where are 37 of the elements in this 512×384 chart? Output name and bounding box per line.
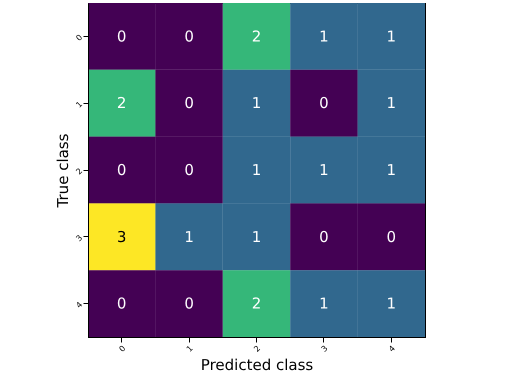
data-label: 1 <box>386 161 396 179</box>
data-label: 0 <box>184 161 194 179</box>
data-label: 1 <box>319 294 329 313</box>
y-tick-label: 2 <box>74 166 84 176</box>
y-axis-title: True class <box>54 133 72 208</box>
data-label: 2 <box>116 94 126 112</box>
data-label: 0 <box>184 27 194 46</box>
data-label: 1 <box>386 294 396 313</box>
data-label: 1 <box>319 161 329 179</box>
data-label: 2 <box>252 294 262 313</box>
x-tick-label: 4 <box>386 344 397 354</box>
data-label: 0 <box>319 94 329 112</box>
x-tick-label: 0 <box>117 344 128 354</box>
y-tick-label: 4 <box>74 300 84 310</box>
data-label: 0 <box>184 94 194 112</box>
data-label: 0 <box>386 228 396 246</box>
data-label: 1 <box>386 27 396 46</box>
x-axis-title: Predicted class <box>200 356 314 374</box>
data-label: 1 <box>252 94 262 112</box>
data-label: 0 <box>116 161 126 179</box>
data-label: 1 <box>184 228 194 246</box>
data-label: 2 <box>252 27 262 46</box>
data-label: 0 <box>116 294 126 313</box>
data-label: 1 <box>252 161 262 179</box>
y-tick-label: 0 <box>74 32 84 43</box>
y-tick-label: 3 <box>74 233 84 244</box>
data-label: 3 <box>116 228 126 246</box>
y-tick-label: 1 <box>74 100 84 110</box>
x-tick-label: 3 <box>320 344 330 354</box>
x-tick-label: 2 <box>252 344 262 354</box>
data-label: 1 <box>319 27 329 46</box>
data-label: 0 <box>184 294 194 313</box>
data-label: 0 <box>116 27 126 46</box>
data-label: 0 <box>319 228 329 246</box>
data-label: 1 <box>252 228 262 246</box>
data-label: 1 <box>386 94 396 112</box>
x-tick-label: 1 <box>184 344 195 354</box>
